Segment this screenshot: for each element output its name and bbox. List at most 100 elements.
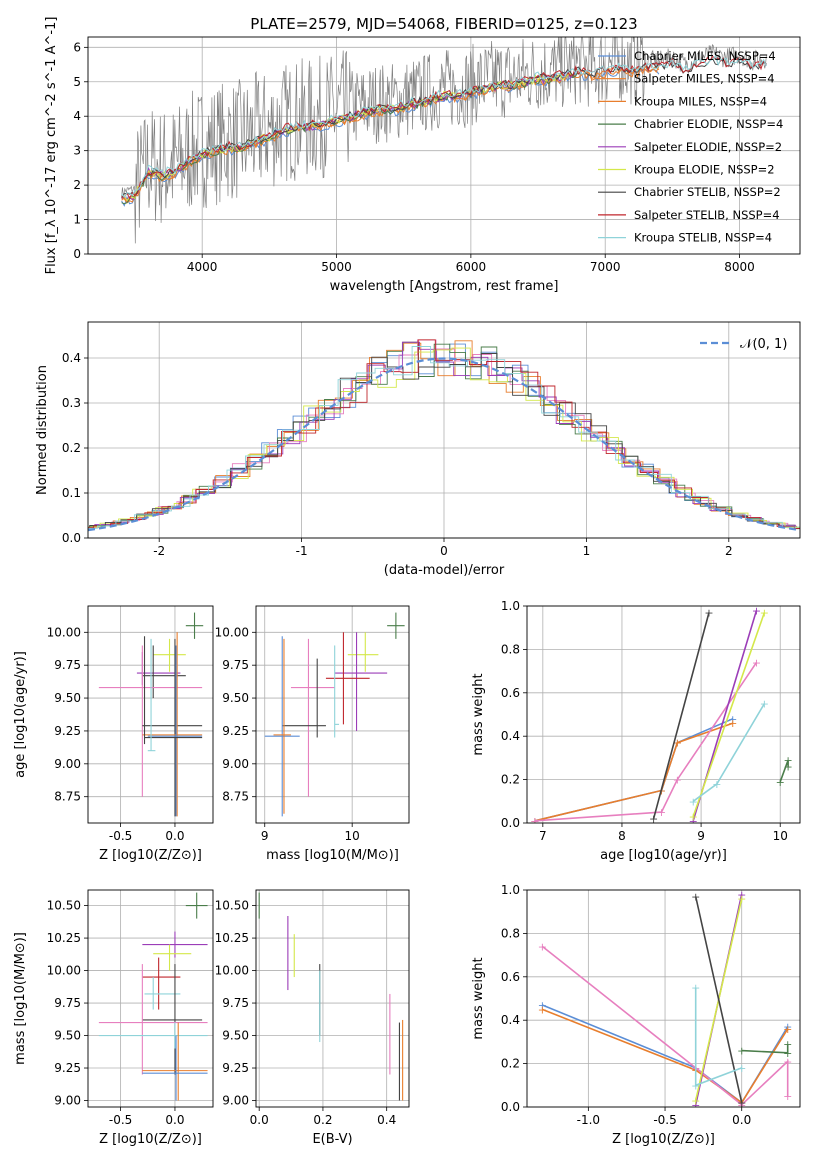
legend-label: Salpeter ELODIE, NSSP=2 (634, 140, 782, 154)
y-tick-label: 0.8 (501, 926, 520, 940)
point-marker: + (784, 761, 793, 774)
point-marker: + (704, 607, 713, 620)
x-tick-label: 9 (261, 829, 269, 843)
point-marker: + (784, 754, 793, 767)
x-tick-label: 2 (725, 544, 733, 558)
normal-curve (88, 357, 800, 532)
legend-label: Salpeter STELIB, NSSP=4 (634, 208, 780, 222)
y-tick-label: 10.00 (47, 625, 81, 639)
point-marker: + (689, 815, 698, 828)
x-tick-label: 0.2 (313, 1113, 332, 1127)
y-tick-label: 9.75 (54, 658, 81, 672)
point-marker: + (783, 1021, 792, 1034)
y-tick-label: 0.3 (62, 396, 81, 410)
y-axis-label: mass [log10(M/M⊙)] (13, 932, 28, 1065)
weight-series-line (694, 896, 743, 1103)
point-marker: + (691, 1079, 700, 1092)
point-marker: + (689, 810, 698, 823)
axes-frame (526, 889, 801, 1108)
plot-area-weight_vs_Z: +++++++++++++++++++++++ ++ (538, 888, 793, 1112)
point-marker: + (691, 1099, 700, 1112)
legend-label: Chabrier MILES, NSSP=4 (634, 49, 776, 63)
x-tick-label: -1.0 (577, 1113, 600, 1127)
plot-area-spectrum (121, 37, 767, 244)
point-marker: + (691, 1094, 700, 1107)
legend: Chabrier MILES, NSSP=4 Salpeter MILES, NS… (598, 49, 783, 245)
weight-series-line (534, 661, 758, 822)
x-tick-label: 10 (345, 829, 360, 843)
model-line-chabrier-stelib (121, 55, 767, 199)
panel-mass_vs_Z: -0.5 0.0 9.00 9.25 9.50 9.75 10.00 10.25 10.50 Z … (13, 889, 214, 1147)
y-tick-label: 1 (73, 213, 81, 227)
axes-frame (526, 605, 801, 824)
y-tick-label: 0.2 (501, 773, 520, 787)
model-line-kroupa-stelib (121, 55, 767, 198)
point-marker: + (530, 815, 539, 828)
weight-series-line (692, 703, 766, 802)
y-axis-label: mass weight (471, 673, 486, 755)
panel-weight_vs_Z: -1.0 -0.5 0.00.00.20.40.60.81.0+++++++++++… (471, 883, 801, 1147)
weight-series-line (652, 612, 710, 819)
point-marker: + (776, 776, 785, 789)
y-tick-label: 10.00 (47, 964, 81, 978)
x-tick-label: 7000 (590, 260, 621, 274)
x-axis-label: E(B-V) (312, 1132, 352, 1147)
point-marker: + (530, 815, 539, 828)
y-tick-label: 0.8 (501, 642, 520, 656)
panel-weight_vs_age: 7 8 9 100.00.20.40.60.81.0+++++++++++++++++… (471, 599, 801, 863)
panel-age_vs_Z: -0.5 0.0 8.75 9.00 9.25 9.50 9.75 10.00 Z [log10… (13, 605, 214, 863)
point-marker: + (737, 1062, 746, 1075)
x-tick-label: 0.0 (165, 1113, 184, 1127)
point-marker: + (783, 1047, 792, 1060)
y-tick-label: 9.00 (54, 757, 81, 771)
y-tick-label: 10.00 (215, 625, 249, 639)
x-tick-label: -0.5 (109, 1113, 132, 1127)
point-marker: + (538, 1003, 547, 1016)
axes-frame (87, 36, 801, 255)
y-tick-label: 2 (73, 178, 81, 192)
weight-series-line (741, 1044, 789, 1054)
legend-label: 𝒩(0, 1) (740, 337, 787, 352)
figure-title: PLATE=2579, MJD=54068, FIBERID=0125, z=0… (250, 15, 637, 33)
x-tick-label: 4000 (187, 260, 218, 274)
y-tick-label: 9.50 (54, 1029, 81, 1043)
histogram-kroupa-stelib (88, 346, 800, 529)
y-tick-label: 0.6 (501, 686, 520, 700)
y-tick-label: 10.25 (215, 931, 249, 945)
point-marker: + (737, 893, 746, 906)
plot-area-residuals (88, 339, 800, 532)
point-marker: + (691, 982, 700, 995)
x-tick-label: 0 (440, 544, 448, 558)
panel-spectrum: 4000 5000 6000 7000 8000 0 1 2 3 4 5 6 wavelength [A… (44, 17, 801, 294)
legend-label: Chabrier ELODIE, NSSP=4 (634, 117, 783, 131)
x-tick-label: 6000 (456, 260, 487, 274)
legend-label: Kroupa MILES, NSSP=4 (634, 94, 767, 108)
y-tick-label: 9.25 (222, 1061, 249, 1075)
point-marker: + (689, 795, 698, 808)
x-tick-label: 0.4 (377, 1113, 396, 1127)
point-marker: + (760, 698, 769, 711)
point-marker: + (737, 888, 746, 901)
point-marker: + (752, 656, 761, 669)
y-tick-label: 9.25 (222, 724, 249, 738)
y-tick-label: 0.0 (62, 531, 81, 545)
point-marker: + (712, 778, 721, 791)
plot-area-weight_vs_age: ++++++++++++++++++++++++ (530, 606, 793, 828)
point-marker: + (673, 774, 682, 787)
y-tick-label: 0 (73, 247, 81, 261)
y-tick-label: 10.50 (215, 899, 249, 913)
data-spectrum-line (121, 37, 767, 244)
x-tick-label: 9 (697, 829, 705, 843)
point-marker: + (760, 607, 769, 620)
x-tick-label: 0.0 (250, 1113, 269, 1127)
point-marker: + (737, 1097, 746, 1110)
weight-series-line (779, 759, 789, 783)
y-tick-label: 9.00 (222, 757, 249, 771)
point-marker: + (737, 1045, 746, 1058)
legend-label: Salpeter MILES, NSSP=4 (634, 72, 775, 86)
y-tick-label: 10.25 (47, 931, 81, 945)
point-marker: + (538, 999, 547, 1012)
y-tick-label: 9.50 (54, 691, 81, 705)
x-tick-label: 1 (583, 544, 591, 558)
